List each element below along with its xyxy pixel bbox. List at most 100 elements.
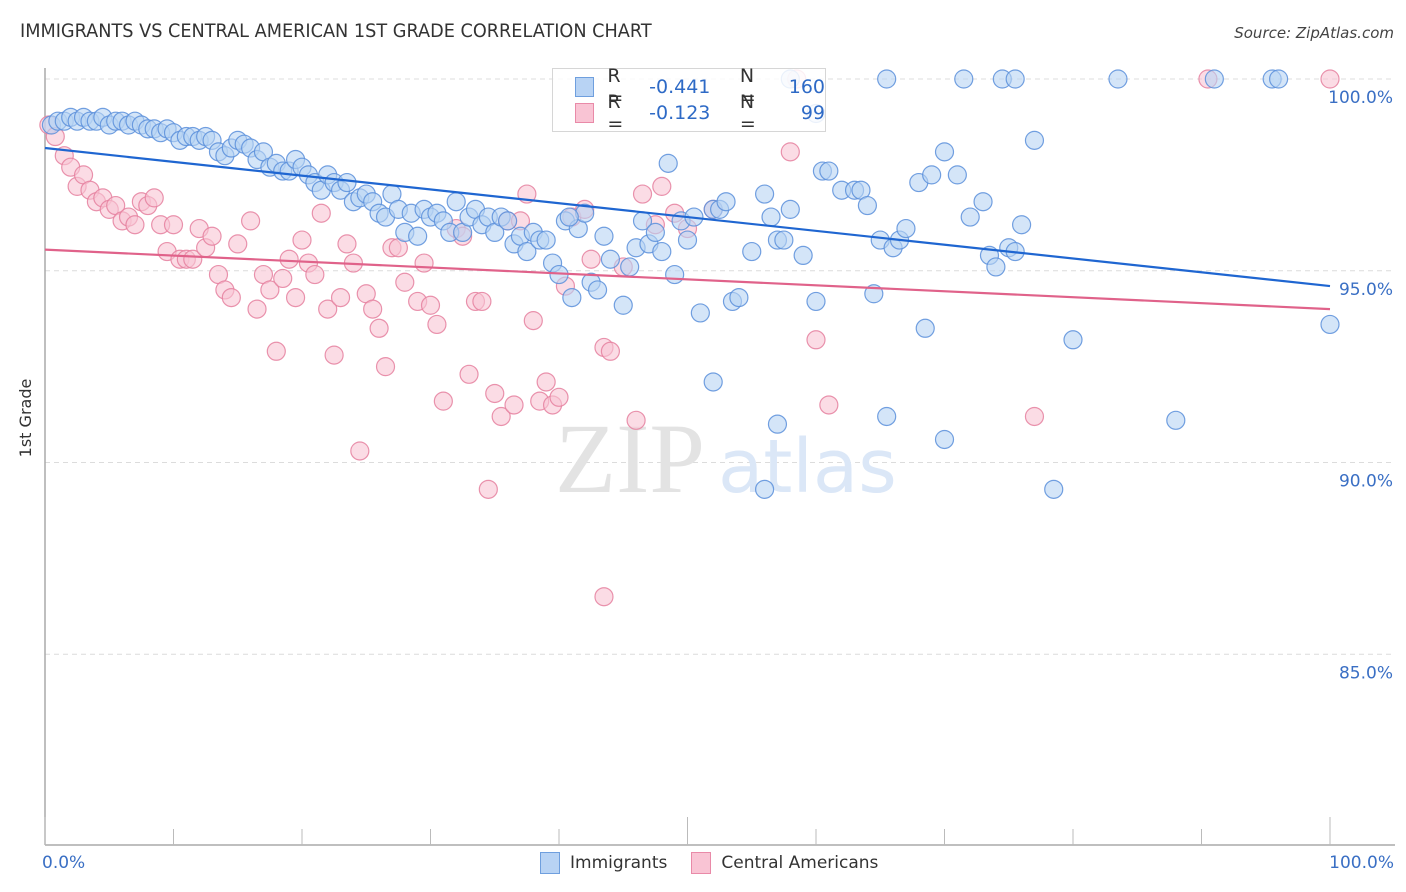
immigrants-point [947, 165, 967, 185]
central-americans-point [292, 230, 312, 250]
immigrants-point [1268, 69, 1289, 89]
central-americans-point [369, 318, 389, 338]
immigrants-point [934, 142, 955, 162]
n-value: 160 [788, 76, 825, 98]
immigrants-point [652, 241, 672, 262]
central-americans-swatch [575, 103, 595, 123]
central-americans-point [318, 299, 338, 319]
n-label: N = [739, 91, 756, 135]
central-americans-points [39, 69, 1340, 607]
central-americans-point [285, 287, 306, 308]
immigrants-point [620, 257, 640, 277]
immigrants-point [986, 257, 1006, 277]
immigrants-point [613, 295, 633, 315]
immigrants-point [877, 406, 897, 427]
central-americans-point [806, 330, 826, 350]
immigrants-point [716, 192, 736, 212]
immigrants-point [819, 161, 839, 181]
source-credit: Source: ZipAtlas.com [1234, 24, 1394, 42]
central-americans-point [780, 142, 800, 162]
central-americans-point [632, 184, 653, 204]
central-americans-point [260, 280, 280, 300]
central-americans-point [1320, 69, 1340, 89]
immigrants-point [922, 165, 942, 185]
immigrants-point [857, 195, 878, 216]
immigrants-point [767, 414, 788, 434]
immigrants-point [877, 69, 897, 89]
central-americans-point [420, 295, 441, 315]
r-value: -0.123 [649, 102, 711, 124]
central-americans-point [536, 372, 556, 392]
immigrants-point [658, 153, 678, 173]
central-americans-point [241, 211, 261, 231]
immigrants-point [1005, 69, 1025, 89]
stats-legend: R = -0.441 N = 160 R = -0.123 N = 99 [552, 65, 826, 135]
immigrants-point [1166, 410, 1186, 430]
central-americans-point [581, 249, 601, 269]
central-americans-trendline [44, 248, 1331, 311]
central-americans-point [414, 253, 434, 273]
immigrants-point [742, 241, 762, 262]
n-value: 99 [800, 102, 825, 124]
central-americans-point [311, 203, 331, 223]
immigrants-point [665, 264, 685, 285]
immigrants-point [754, 184, 775, 204]
y-tick-label: 100.0% [1328, 88, 1393, 108]
y-tick-label: 90.0% [1339, 472, 1393, 492]
series-legend: Immigrants Central Americans [540, 852, 902, 874]
immigrants-point [774, 230, 794, 250]
central-americans-point [600, 341, 621, 361]
chart-title: IMMIGRANTS VS CENTRAL AMERICAN 1ST GRADE… [20, 20, 652, 42]
immigrants-point [1063, 330, 1083, 350]
central-americans-point [350, 441, 370, 461]
central-americans-point [395, 272, 415, 292]
gridlines [45, 78, 1395, 655]
legend-label: Immigrants [570, 853, 668, 873]
central-americans-point [485, 383, 505, 404]
r-value: -0.441 [649, 76, 711, 98]
central-americans-point [330, 287, 351, 308]
immigrants-trendline [44, 146, 1331, 288]
central-americans-point [504, 395, 524, 415]
central-americans-point [273, 268, 293, 289]
central-americans-point [324, 345, 344, 365]
central-americans-point [363, 299, 383, 319]
legend-item-central-americans[interactable]: Central Americans [691, 852, 878, 874]
immigrants-point [703, 372, 723, 392]
immigrants-point [973, 192, 993, 212]
immigrants-point [754, 479, 775, 499]
central-americans-point [266, 341, 286, 361]
r-label: R = [607, 65, 624, 109]
legend-item-immigrants[interactable]: Immigrants [540, 852, 667, 874]
central-americans-point [427, 314, 447, 335]
central-americans-point [163, 215, 184, 235]
central-americans-swatch [691, 852, 712, 874]
central-americans-point [375, 357, 396, 377]
immigrants-point [780, 199, 800, 219]
central-americans-point [125, 215, 145, 235]
n-label: N = [739, 65, 756, 109]
central-americans-point [337, 234, 357, 254]
legend-row-central-americans: R = -0.123 N = 99 [575, 91, 825, 135]
r-label: R = [607, 91, 624, 135]
legend-row-immigrants: R = -0.441 N = 160 [575, 65, 825, 109]
immigrants-point [954, 69, 974, 89]
central-americans-point [491, 406, 511, 427]
central-americans-point [652, 176, 672, 196]
legend-label: Central Americans [721, 853, 879, 873]
immigrants-point [761, 207, 781, 227]
watermark-atlas: atlas [718, 424, 897, 510]
central-americans-point [478, 479, 498, 499]
trendlines [44, 146, 1331, 311]
immigrants-point [600, 249, 621, 269]
immigrants-point [793, 245, 813, 266]
y-axis-title: 1st Grade [16, 378, 35, 458]
immigrants-point [408, 226, 428, 246]
immigrants-point [1320, 314, 1340, 335]
immigrants-point [446, 192, 466, 212]
central-americans-point [183, 249, 203, 269]
immigrants-point [594, 226, 614, 246]
immigrants-swatch [540, 852, 560, 874]
immigrants-point [690, 303, 710, 323]
